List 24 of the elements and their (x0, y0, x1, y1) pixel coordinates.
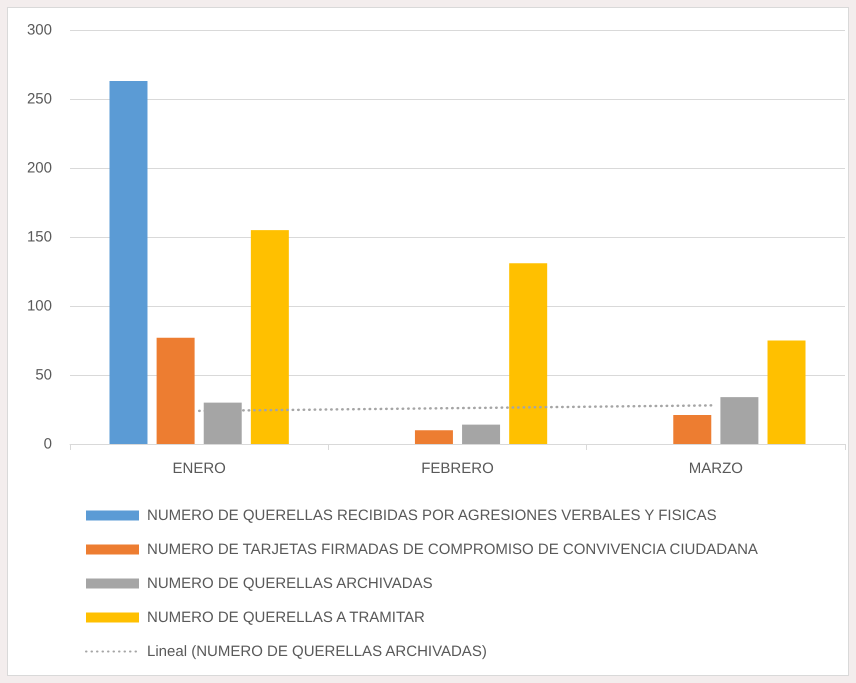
y-tick-label: 250 (26, 90, 52, 108)
bar (462, 424, 500, 444)
legend-label: NUMERO DE TARJETAS FIRMADAS DE COMPROMISO DE CONVIVENCIA CIUDADANA (147, 541, 758, 558)
bar (673, 415, 712, 444)
bar (250, 230, 289, 444)
bar (414, 430, 453, 444)
legend-label: Lineal (NUMERO DE QUERELLAS ARCHIVADAS) (147, 643, 487, 660)
x-tick-label: MARZO (688, 460, 743, 477)
y-tick-label: 200 (26, 160, 52, 176)
y-tick-label: 300 (26, 22, 52, 38)
bar (109, 81, 148, 444)
y-tick-label: 0 (44, 436, 52, 452)
legend-label: NUMERO DE QUERELLAS RECIBIDAS POR AGRESIONES VERBALES Y FISICAS (147, 507, 717, 524)
bar (156, 338, 195, 444)
x-tick-label: ENERO (172, 460, 226, 477)
y-tick-label: 50 (35, 366, 52, 384)
bar (768, 340, 806, 444)
x-tick-label: FEBRERO (421, 460, 494, 477)
bar (509, 263, 548, 444)
y-tick-label: 100 (26, 298, 52, 314)
y-tick-label: 150 (26, 228, 52, 246)
legend-label: NUMERO DE QUERELLAS ARCHIVADAS (147, 575, 433, 592)
legend-label: NUMERO DE QUERELLAS A TRAMITAR (147, 609, 426, 626)
bar (720, 397, 758, 444)
